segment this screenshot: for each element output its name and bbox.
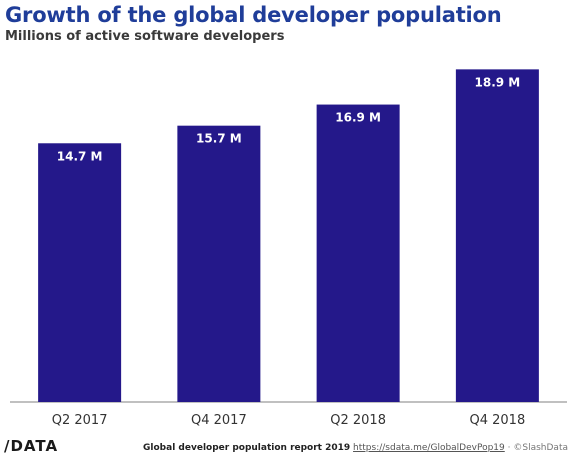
bar-q4-2017 [177, 125, 261, 403]
chart-subtitle: Millions of active software developers [5, 29, 285, 44]
footer-separator: · [507, 443, 511, 453]
x-tick-label: Q2 2018 [330, 413, 386, 428]
footer-copyright: ©SlashData [513, 443, 568, 453]
data-label: 18.9 M [475, 75, 521, 89]
x-tick-label: Q4 2017 [191, 413, 247, 428]
x-tick-label: Q4 2018 [470, 413, 526, 428]
bar-q4-2018 [455, 69, 539, 403]
data-label: 16.9 M [335, 111, 381, 125]
bar-q2-2017 [38, 143, 122, 402]
footer-link[interactable]: https://sdata.me/GlobalDevPop19 [353, 443, 505, 453]
data-label: 14.7 M [57, 149, 103, 163]
bar-q2-2018 [316, 104, 400, 402]
chart-title: Growth of the global developer populatio… [5, 3, 502, 27]
data-label: 15.7 M [196, 132, 242, 146]
x-tick-label: Q2 2017 [52, 413, 108, 428]
slashdata-logo: /DATA [4, 437, 59, 455]
footer-report-title: Global developer population report 2019 [143, 443, 351, 453]
footer-source: Global developer population report 2019 … [143, 443, 568, 453]
